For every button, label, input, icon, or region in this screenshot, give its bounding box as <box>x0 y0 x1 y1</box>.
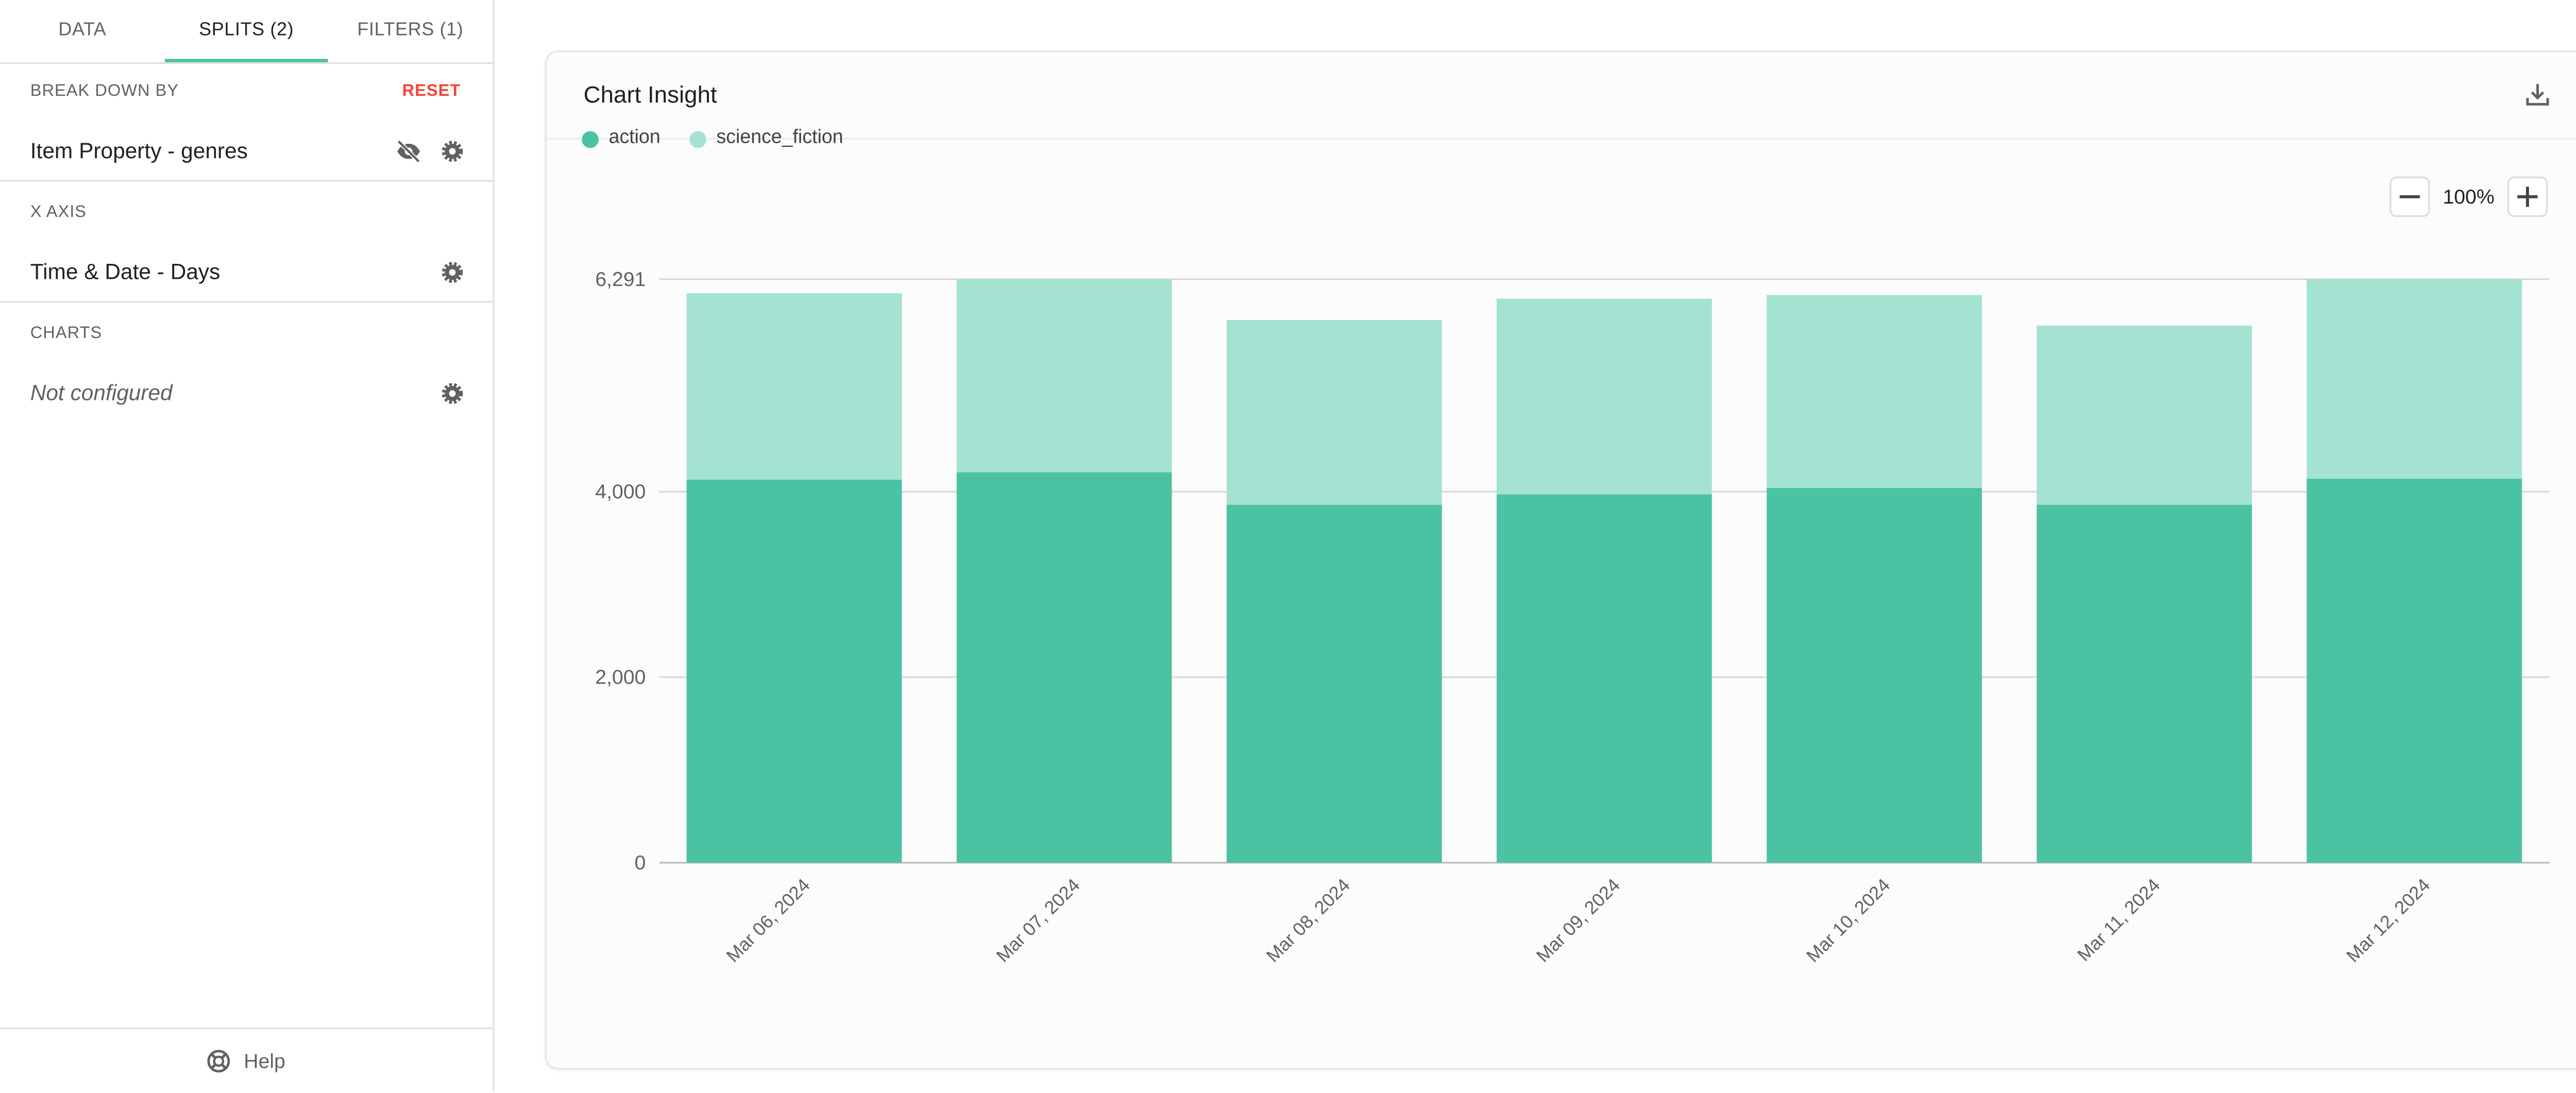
bar-action <box>2307 478 2522 863</box>
y-tick-label: 2,000 <box>595 666 646 688</box>
bar-science-fiction <box>956 279 1172 473</box>
charts-value: Not configured <box>30 380 173 406</box>
tab-filters[interactable]: FILTERS (1) <box>357 20 464 41</box>
tab-splits[interactable]: SPLITS (2) <box>199 20 294 41</box>
bar-science-fiction <box>2307 279 2522 479</box>
zoom-level: 100% <box>2443 184 2495 209</box>
bar-science-fiction <box>2037 325 2252 505</box>
bar-science-fiction <box>1226 320 1442 505</box>
help-button[interactable]: Help <box>0 1027 493 1093</box>
x-axis-value: Time & Date - Days <box>30 259 221 284</box>
zoom-out-button[interactable] <box>2389 176 2430 217</box>
download-icon[interactable] <box>2522 79 2553 109</box>
charts-section-label: CHARTS <box>30 324 103 343</box>
bar-science-fiction <box>686 293 902 480</box>
x-tick-label: Mar 11, 2024 <box>2073 875 2164 965</box>
legend-label-science-fiction: science_fiction <box>716 128 843 148</box>
plus-icon <box>2517 187 2538 207</box>
x-tick-label: Mar 09, 2024 <box>1532 875 1624 966</box>
bar-action <box>2037 505 2252 863</box>
legend-dot-action <box>582 131 599 148</box>
divider <box>0 180 493 182</box>
reset-button[interactable]: RESET <box>402 82 461 101</box>
divider <box>0 301 493 303</box>
bar-science-fiction <box>1496 298 1712 495</box>
legend-label-action: action <box>608 128 660 148</box>
charts-gear-icon[interactable] <box>437 378 468 409</box>
legend-dot-science-fiction <box>689 131 706 148</box>
bar-action <box>686 479 902 863</box>
minus-icon <box>2399 195 2420 198</box>
y-tick-label: 0 <box>635 852 646 874</box>
breakdown-section-label: BREAK DOWN BY <box>30 82 179 101</box>
x-axis-section-label: X AXIS <box>30 203 87 222</box>
x-tick-label: Mar 07, 2024 <box>992 875 1084 966</box>
breakdown-value: Item Property - genres <box>30 138 248 163</box>
active-tab-indicator <box>164 59 328 62</box>
x-tick-label: Mar 08, 2024 <box>1262 875 1354 966</box>
y-tick-label: 4,000 <box>595 481 646 503</box>
tab-data[interactable]: DATA <box>58 20 107 41</box>
x-tick-label: Mar 06, 2024 <box>722 875 814 966</box>
lifebuoy-icon <box>207 1050 230 1073</box>
x-tick-label: Mar 10, 2024 <box>1802 875 1894 966</box>
help-label: Help <box>244 1049 285 1073</box>
bar-action <box>956 472 1172 863</box>
eye-slash-icon[interactable] <box>394 136 424 166</box>
card-title: Chart Insight <box>583 80 717 108</box>
zoom-in-button[interactable] <box>2507 176 2548 217</box>
breakdown-gear-icon[interactable] <box>437 136 468 166</box>
sidebar-tabs: DATA SPLITS (2) FILTERS (1) <box>0 0 493 64</box>
bar-action <box>1767 487 1982 863</box>
x-axis-gear-icon[interactable] <box>437 257 468 288</box>
bar-science-fiction <box>1767 295 1982 488</box>
bar-action <box>1496 494 1712 863</box>
sidebar: DATA SPLITS (2) FILTERS (1) BREAK DOWN B… <box>0 0 495 1091</box>
x-tick-label: Mar 12, 2024 <box>2343 875 2434 966</box>
y-tick-label: 6,291 <box>595 268 646 291</box>
card-header: Chart Insight <box>546 52 2576 140</box>
bar-action <box>1226 505 1442 863</box>
